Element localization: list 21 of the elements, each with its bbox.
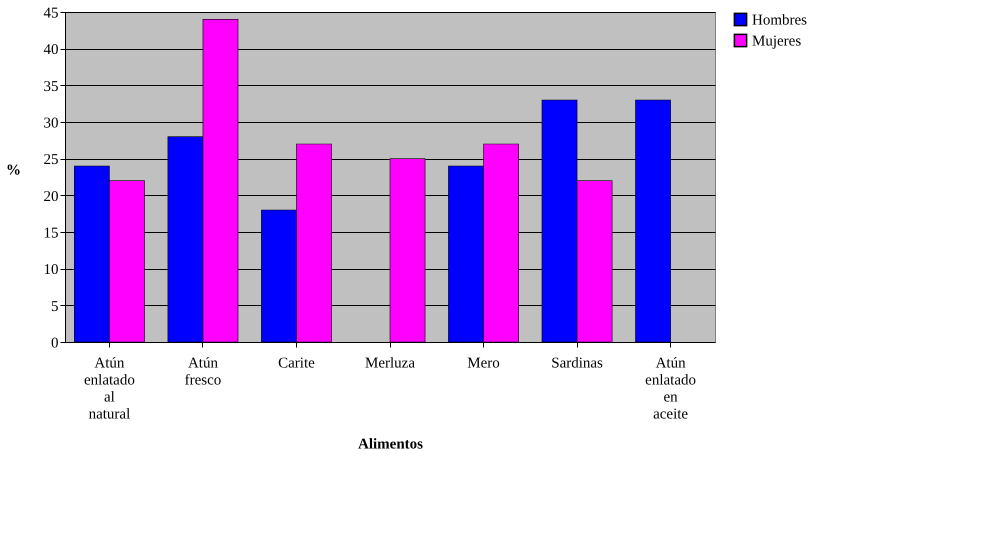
- y-tick-label: 25: [44, 152, 58, 168]
- y-axis-title: %: [6, 162, 21, 178]
- legend-label: Mujeres: [752, 34, 802, 50]
- x-tick-label: Atún enlatado al natural: [84, 356, 135, 422]
- y-tick-label: 15: [44, 226, 58, 242]
- x-tick-label: Mero: [467, 356, 500, 372]
- y-tick-label: 0: [51, 336, 58, 352]
- x-tick-label: Sardinas: [551, 356, 604, 372]
- legend-label: Hombres: [752, 12, 808, 28]
- x-tick-label: Atún enlatado en aceite: [645, 356, 696, 422]
- x-tick-label: Atún fresco: [184, 356, 222, 388]
- y-tick-label: 45: [44, 6, 58, 22]
- y-tick-label: 35: [44, 78, 58, 95]
- x-tick-label: Carite: [278, 356, 316, 372]
- y-tick-label: 30: [44, 116, 58, 132]
- x-axis-title: Alimentos: [358, 436, 424, 452]
- y-tick-label: 5: [51, 298, 58, 315]
- y-tick-label: 20: [44, 188, 58, 205]
- x-tick-label: Merluza: [365, 356, 416, 372]
- y-tick-label: 10: [44, 262, 58, 278]
- y-tick-label: 40: [44, 42, 58, 58]
